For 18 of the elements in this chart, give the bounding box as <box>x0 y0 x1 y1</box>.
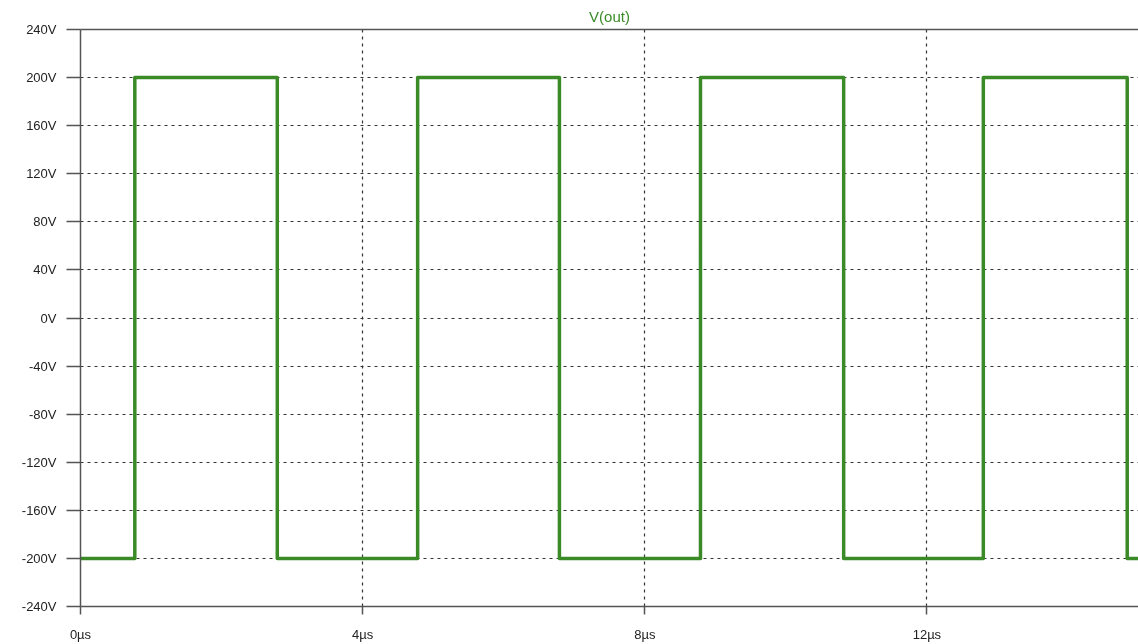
y-tick-label: -40V <box>29 358 57 374</box>
y-tick-label: -80V <box>29 406 57 422</box>
x-tick-label: 4µs <box>352 626 374 642</box>
y-tick-label: 120V <box>26 166 57 182</box>
y-tick-label: 240V <box>26 22 57 37</box>
x-tick-label: 0µs <box>69 626 92 642</box>
y-tick-label: 40V <box>33 262 57 278</box>
chart-title: V(out) <box>589 7 630 25</box>
y-tick-label: 160V <box>26 118 57 134</box>
y-tick-label: 80V <box>33 214 57 230</box>
y-tick-label: -120V <box>21 454 57 470</box>
y-tick-label: 200V <box>26 70 57 86</box>
x-tick-label: 8µs <box>634 626 656 642</box>
y-tick-label: -240V <box>21 599 57 614</box>
y-tick-label: -200V <box>21 550 57 566</box>
y-tick-label: -160V <box>21 502 57 518</box>
x-tick-label: 12µs <box>912 626 942 642</box>
y-tick-label: 0V <box>40 310 57 326</box>
